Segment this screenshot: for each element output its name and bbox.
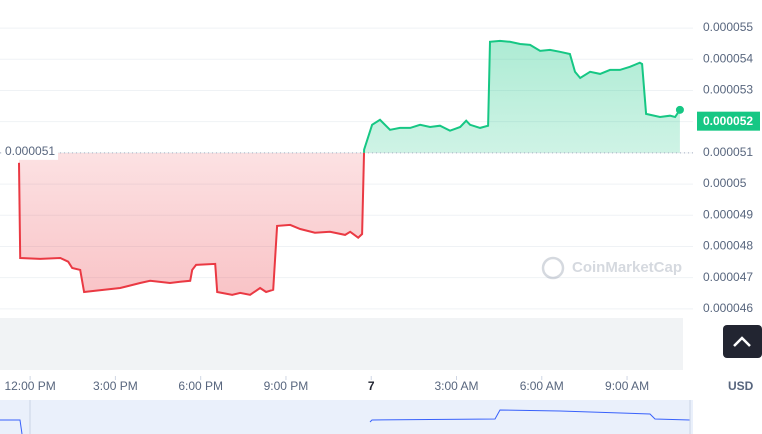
x-tick-label: 7 xyxy=(368,379,375,393)
watermark-text: CoinMarketCap xyxy=(572,259,682,276)
x-tick-label: 6:00 PM xyxy=(178,379,223,393)
current-price-tag xyxy=(697,111,760,131)
y-tick-label: 0.000047 xyxy=(703,270,753,284)
y-tick-label: 0.000049 xyxy=(703,207,753,221)
y-tick-label: 0.000055 xyxy=(703,20,753,34)
x-tick-label: 3:00 PM xyxy=(93,379,138,393)
y-unit: USD xyxy=(728,379,754,393)
area-down xyxy=(19,152,680,295)
baseline-label-bg xyxy=(2,143,58,160)
y-tick-label: 0.000046 xyxy=(703,301,753,315)
y-tick-label: 0.000054 xyxy=(703,51,753,65)
navigator-line xyxy=(0,409,691,434)
x-tick-label: 6:00 AM xyxy=(520,379,564,393)
x-tick-label: 9:00 PM xyxy=(264,379,309,393)
last-point xyxy=(675,105,684,114)
current-price-label: 0.000052 xyxy=(703,114,753,128)
scroll-top-button[interactable] xyxy=(723,325,762,358)
x-tick-label: 9:00 AM xyxy=(605,379,649,393)
y-tick-label: 0.00005 xyxy=(703,176,747,190)
price-line-up xyxy=(363,39,681,153)
price-line-down xyxy=(18,152,366,296)
y-tick-label: 0.000053 xyxy=(703,83,753,97)
button-icon xyxy=(733,336,751,347)
y-tick-label: 0.000051 xyxy=(703,145,753,159)
x-tick-label: 12:00 PM xyxy=(4,379,55,393)
navigator xyxy=(0,400,693,434)
button-bg[interactable] xyxy=(723,325,762,358)
watermark: CoinMarketCap xyxy=(541,256,682,280)
y-tick-label: 0.000048 xyxy=(703,239,753,253)
area-up xyxy=(364,40,680,153)
volume-band xyxy=(0,318,683,370)
x-tick-label: 3:00 AM xyxy=(434,379,478,393)
baseline-label: 0.000051 xyxy=(5,144,55,158)
